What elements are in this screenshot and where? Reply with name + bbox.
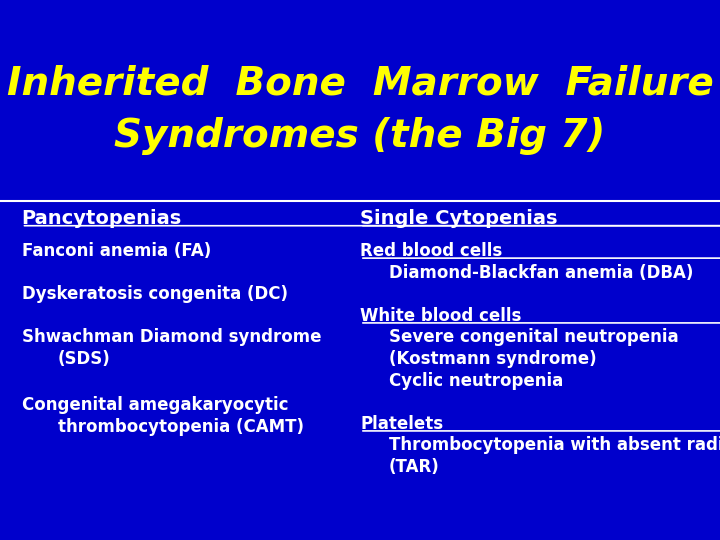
Text: thrombocytopenia (CAMT): thrombocytopenia (CAMT) [58,417,304,436]
Text: Single Cytopenias: Single Cytopenias [360,209,557,228]
Text: White blood cells: White blood cells [360,307,521,325]
Text: Dyskeratosis congenita (DC): Dyskeratosis congenita (DC) [22,285,287,303]
Text: Shwachman Diamond syndrome: Shwachman Diamond syndrome [22,328,321,347]
Text: Syndromes (the Big 7): Syndromes (the Big 7) [114,117,606,155]
Text: (TAR): (TAR) [389,458,439,476]
Text: Pancytopenias: Pancytopenias [22,209,182,228]
Text: Red blood cells: Red blood cells [360,242,503,260]
Text: Diamond-Blackfan anemia (DBA): Diamond-Blackfan anemia (DBA) [389,264,693,282]
Text: (Kostmann syndrome): (Kostmann syndrome) [389,350,596,368]
Text: Thrombocytopenia with absent radii: Thrombocytopenia with absent radii [389,436,720,455]
Text: Platelets: Platelets [360,415,443,433]
Text: Cyclic neutropenia: Cyclic neutropenia [389,372,563,390]
Text: (SDS): (SDS) [58,350,110,368]
Text: Inherited  Bone  Marrow  Failure: Inherited Bone Marrow Failure [6,65,714,103]
Text: Congenital amegakaryocytic: Congenital amegakaryocytic [22,396,288,414]
Text: Severe congenital neutropenia: Severe congenital neutropenia [389,328,678,347]
Text: Fanconi anemia (FA): Fanconi anemia (FA) [22,242,211,260]
